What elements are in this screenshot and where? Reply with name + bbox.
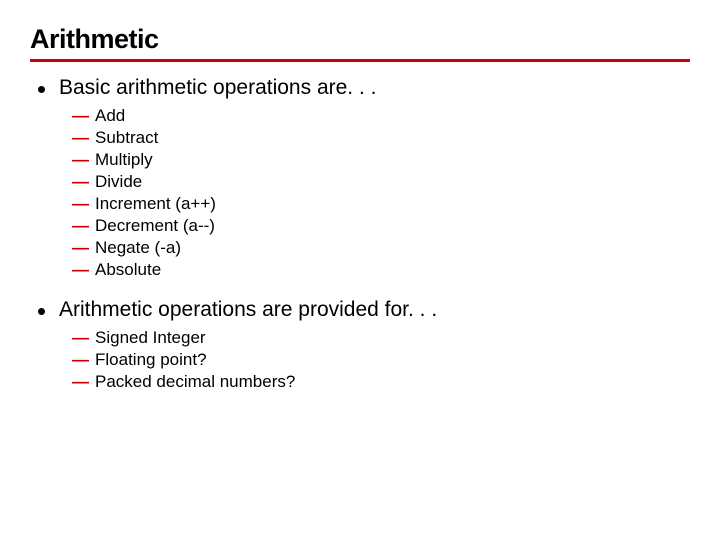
slide-content: Basic arithmetic operations are. . . — Add…: [30, 76, 690, 392]
dash-icon: —: [72, 172, 89, 192]
level2-item: — Multiply: [72, 150, 690, 170]
bullet-icon: [38, 86, 45, 93]
level2-item: — Floating point?: [72, 350, 690, 370]
dash-icon: —: [72, 238, 89, 258]
level2-list: — Add — Subtract — Multiply — Divide — Increment …: [72, 106, 690, 280]
title-rule: [30, 59, 690, 62]
dash-icon: —: [72, 350, 89, 370]
dash-icon: —: [72, 106, 89, 126]
level2-item: — Increment (a++): [72, 194, 690, 214]
level1-item: Arithmetic operations are provided for. …: [38, 298, 690, 322]
slide: Arithmetic Basic arithmetic operations a…: [0, 0, 720, 392]
slide-title: Arithmetic: [30, 24, 690, 55]
level2-text: Subtract: [95, 128, 158, 148]
level2-text: Increment (a++): [95, 194, 216, 214]
level2-text: Multiply: [95, 150, 153, 170]
level2-text: Floating point?: [95, 350, 207, 370]
dash-icon: —: [72, 372, 89, 392]
dash-icon: —: [72, 194, 89, 214]
level2-item: — Negate (-a): [72, 238, 690, 258]
level2-list: — Signed Integer — Floating point? — Packed d…: [72, 328, 690, 392]
level2-item: — Subtract: [72, 128, 690, 148]
dash-icon: —: [72, 328, 89, 348]
level1-text: Basic arithmetic operations are. . .: [59, 76, 376, 100]
level2-item: — Signed Integer: [72, 328, 690, 348]
level2-text: Packed decimal numbers?: [95, 372, 295, 392]
level1-item: Basic arithmetic operations are. . .: [38, 76, 690, 100]
level2-text: Add: [95, 106, 125, 126]
level2-item: — Packed decimal numbers?: [72, 372, 690, 392]
level2-text: Divide: [95, 172, 142, 192]
level2-item: — Divide: [72, 172, 690, 192]
level1-text: Arithmetic operations are provided for. …: [59, 298, 437, 322]
level2-text: Negate (-a): [95, 238, 181, 258]
bullet-icon: [38, 308, 45, 315]
level2-item: — Absolute: [72, 260, 690, 280]
level2-item: — Decrement (a--): [72, 216, 690, 236]
level2-text: Absolute: [95, 260, 161, 280]
dash-icon: —: [72, 216, 89, 236]
level2-text: Signed Integer: [95, 328, 206, 348]
dash-icon: —: [72, 150, 89, 170]
level2-item: — Add: [72, 106, 690, 126]
dash-icon: —: [72, 128, 89, 148]
dash-icon: —: [72, 260, 89, 280]
level2-text: Decrement (a--): [95, 216, 215, 236]
